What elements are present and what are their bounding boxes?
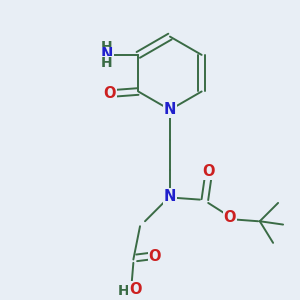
- Text: N: N: [100, 47, 113, 62]
- Text: N: N: [164, 189, 176, 204]
- Text: H: H: [101, 56, 112, 70]
- Text: H: H: [118, 284, 129, 298]
- Text: O: O: [202, 164, 214, 179]
- Text: O: O: [104, 86, 116, 101]
- Text: H: H: [101, 40, 112, 54]
- Text: O: O: [149, 249, 161, 264]
- Text: O: O: [129, 282, 141, 297]
- Text: O: O: [224, 210, 236, 225]
- Text: N: N: [164, 102, 176, 117]
